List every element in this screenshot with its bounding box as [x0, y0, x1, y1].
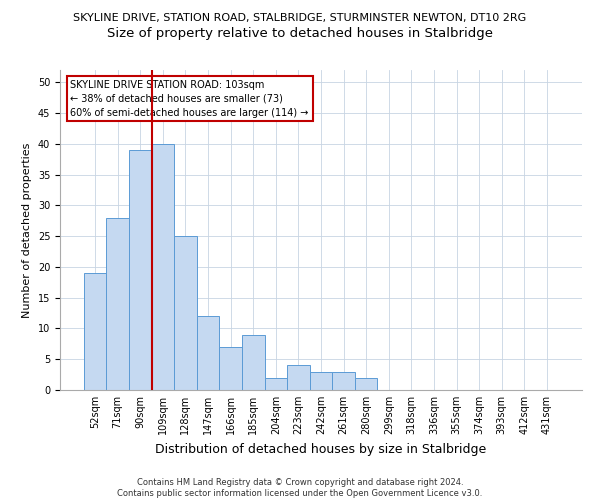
Text: SKYLINE DRIVE STATION ROAD: 103sqm
← 38% of detached houses are smaller (73)
60%: SKYLINE DRIVE STATION ROAD: 103sqm ← 38%…	[70, 80, 309, 118]
Bar	[197, 316, 220, 390]
Bar	[242, 334, 265, 390]
Bar	[332, 372, 355, 390]
Bar	[355, 378, 377, 390]
Bar	[265, 378, 287, 390]
Bar	[106, 218, 129, 390]
Bar	[152, 144, 174, 390]
Text: SKYLINE DRIVE, STATION ROAD, STALBRIDGE, STURMINSTER NEWTON, DT10 2RG: SKYLINE DRIVE, STATION ROAD, STALBRIDGE,…	[73, 12, 527, 22]
Bar	[174, 236, 197, 390]
Text: Contains HM Land Registry data © Crown copyright and database right 2024.
Contai: Contains HM Land Registry data © Crown c…	[118, 478, 482, 498]
Y-axis label: Number of detached properties: Number of detached properties	[22, 142, 32, 318]
Bar	[84, 273, 106, 390]
Text: Size of property relative to detached houses in Stalbridge: Size of property relative to detached ho…	[107, 28, 493, 40]
Bar	[310, 372, 332, 390]
Bar	[220, 347, 242, 390]
X-axis label: Distribution of detached houses by size in Stalbridge: Distribution of detached houses by size …	[155, 442, 487, 456]
Bar	[129, 150, 152, 390]
Bar	[287, 366, 310, 390]
